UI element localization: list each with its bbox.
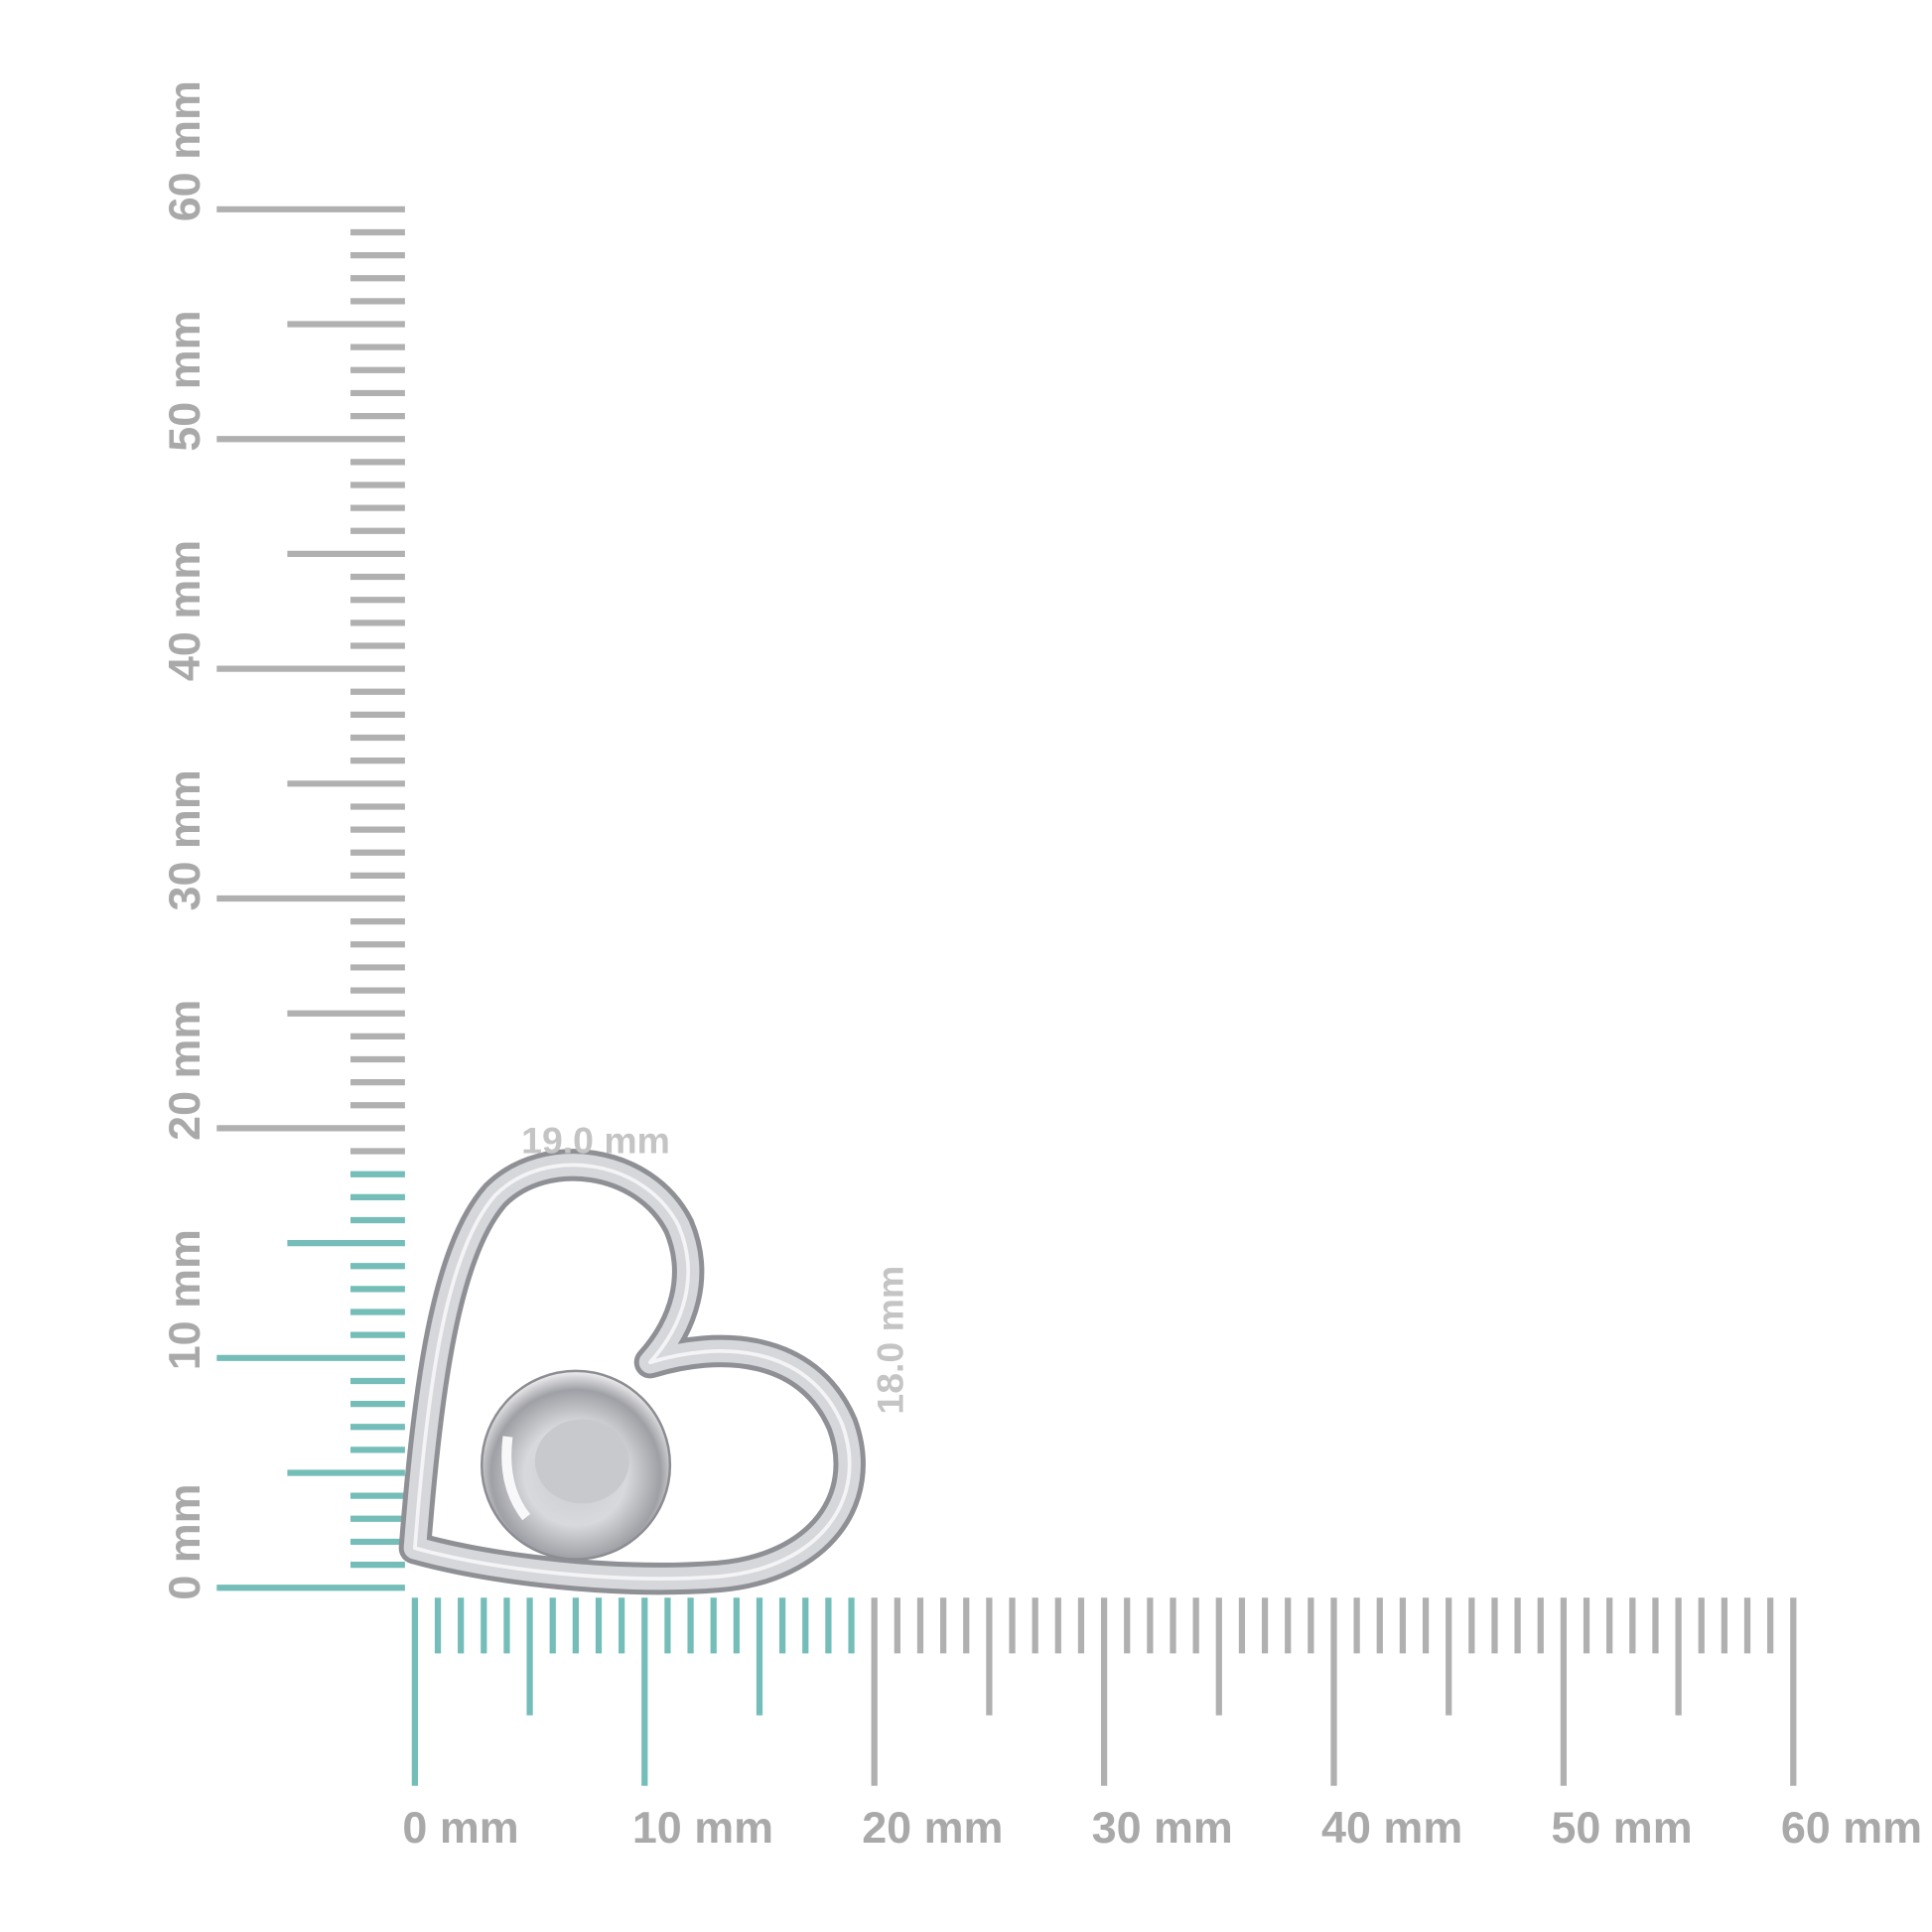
v-axis-label: 20 mm	[159, 1000, 209, 1141]
h-axis-label: 30 mm	[1092, 1802, 1233, 1853]
h-axis-label: 10 mm	[632, 1802, 773, 1853]
v-axis-label: 30 mm	[159, 769, 209, 910]
width-dimension-label: 19.0 mm	[521, 1119, 670, 1161]
horizontal-ruler-labels: 0 mm 10 mm 20 mm 30 mm 40 mm 50 mm 60 mm	[402, 1802, 1922, 1853]
horizontal-ruler	[411, 1597, 1797, 1786]
h-axis-label: 40 mm	[1321, 1802, 1462, 1853]
v-axis-label: 50 mm	[159, 310, 209, 451]
ball-reflection	[534, 1419, 629, 1504]
h-axis-label: 20 mm	[862, 1802, 1003, 1853]
h-axis-label: 60 mm	[1781, 1802, 1922, 1853]
height-dimension-label: 18.0 mm	[869, 1266, 910, 1415]
vertical-ruler	[216, 206, 405, 1591]
h-axis-label: 0 mm	[402, 1802, 518, 1853]
v-axis-label: 40 mm	[159, 540, 209, 681]
heart-pendant	[398, 1149, 866, 1595]
ball-shine	[501, 1436, 531, 1521]
heart-frame-shine	[413, 1163, 852, 1581]
h-axis-label: 50 mm	[1551, 1802, 1692, 1853]
v-axis-label: 10 mm	[159, 1229, 209, 1370]
vertical-ruler-labels: 0 mm 10 mm 20 mm 30 mm 40 mm 50 mm 60 mm	[159, 80, 209, 1600]
v-axis-label: 0 mm	[159, 1483, 209, 1599]
v-axis-label: 60 mm	[159, 80, 209, 221]
